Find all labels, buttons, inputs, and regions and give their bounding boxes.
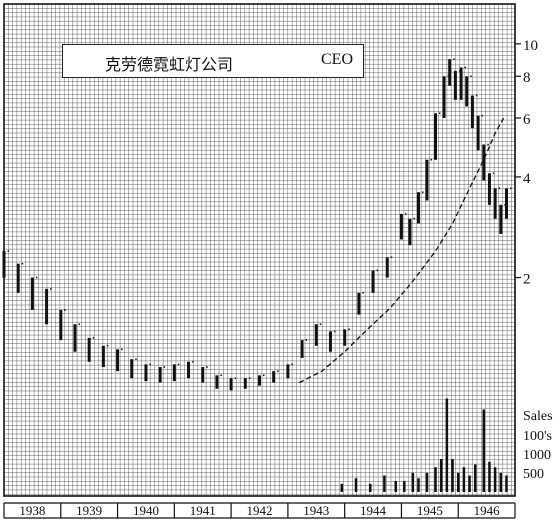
trend-line-path: [298, 117, 505, 384]
trend-line: [298, 117, 505, 384]
y-tick-label: 2: [523, 272, 531, 288]
ticker-tag: CEO: [321, 51, 353, 68]
volume-axis: Sales 100's 1000 500: [523, 409, 553, 482]
y-tick-label: 6: [523, 112, 531, 128]
year-label: 1941: [190, 503, 216, 518]
volume-axis-label: Sales: [523, 409, 553, 424]
y-tick-label: 4: [523, 171, 531, 187]
volume-axis-label: 500: [523, 467, 544, 482]
year-label: 1938: [19, 503, 45, 518]
y-tick-label: 10: [523, 38, 538, 54]
chart-grid: [4, 4, 515, 496]
year-label: 1942: [247, 503, 273, 518]
price-axis: 2 4 6 8 10: [515, 38, 538, 288]
year-axis: 1938 1939 1940 1941 1942 1943 1944 1945 1946: [3, 502, 516, 519]
volume-axis-label: 1000: [523, 448, 551, 463]
year-label: 1945: [417, 503, 443, 518]
year-label: 1940: [133, 503, 159, 518]
title-box: 克劳德霓虹灯公司 CEO: [62, 44, 364, 78]
volume-axis-label: 100's: [523, 429, 552, 444]
year-label: 1944: [360, 503, 387, 518]
company-title: 克劳德霓虹灯公司: [105, 55, 234, 74]
year-label: 1939: [76, 503, 102, 518]
volume-bars: [340, 398, 508, 492]
y-tick-label: 8: [523, 70, 531, 86]
year-label: 1946: [474, 503, 501, 518]
year-label: 1943: [303, 503, 329, 518]
plot-frame: [3, 3, 516, 497]
price-bars: [2, 58, 512, 391]
